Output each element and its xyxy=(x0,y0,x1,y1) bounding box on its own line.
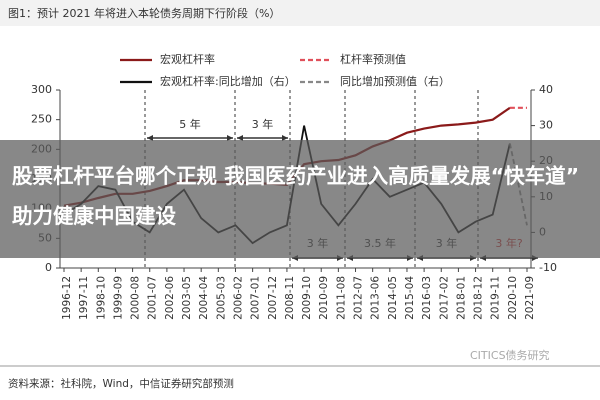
x-tick-label: 2019-11 xyxy=(490,276,502,320)
y2-tick-label: 40 xyxy=(539,83,553,96)
x-tick-label: 2009-10 xyxy=(301,276,313,320)
x-tick-label: 2000-08 xyxy=(130,276,142,320)
chart-title: 图1：预计 2021 年将进入本轮债务周期下行阶段（%） xyxy=(8,6,280,20)
x-tick-label: 2014-05 xyxy=(387,276,399,320)
cycle-label: 5 年 xyxy=(179,117,201,131)
x-tick-label: 2002-06 xyxy=(164,276,176,320)
x-tick-label: 2010-09 xyxy=(318,276,330,320)
overlay-banner: 股票杠杆平台哪个正规 我国医药产业进入高质量发展“快车道” 助力健康中国建设 xyxy=(0,140,600,258)
legend-label: 杠杆率预测值 xyxy=(340,52,406,66)
x-tick-label: 2007-12 xyxy=(267,276,279,320)
y-tick-label: 300 xyxy=(31,83,52,96)
x-tick-label: 2008-11 xyxy=(284,276,296,320)
y2-tick-label: 30 xyxy=(539,119,553,132)
x-tick-label: 1998-10 xyxy=(95,276,107,320)
x-tick-label: 2011-08 xyxy=(335,276,347,320)
x-tick-label: 2016-03 xyxy=(421,276,433,320)
x-tick-label: 1996-12 xyxy=(61,276,73,320)
y-tick-label: 250 xyxy=(31,113,52,126)
x-tick-label: 2005-03 xyxy=(215,276,227,320)
y-tick-label: 0 xyxy=(45,261,52,274)
y2-tick-label: -10 xyxy=(539,261,557,274)
x-tick-label: 2013-06 xyxy=(370,276,382,320)
x-tick-label: 2006-02 xyxy=(232,276,244,320)
x-tick-label: 2015-04 xyxy=(404,276,416,320)
watermark: CITICS债务研究 xyxy=(470,348,550,362)
x-tick-label: 2003-05 xyxy=(181,276,193,320)
title-bar xyxy=(0,0,600,26)
legend-label: 同比增加预测值（右） xyxy=(340,74,450,88)
cycle-label: 3 年 xyxy=(252,117,274,131)
x-tick-label: 2004-04 xyxy=(198,276,210,320)
source: 资料来源：社科院，Wind，中信证券研究部预测 xyxy=(8,377,234,390)
x-tick-label: 1999-09 xyxy=(112,276,124,320)
x-tick-label: 2001-07 xyxy=(147,276,159,320)
x-tick-label: 2018-01 xyxy=(455,276,467,320)
legend-label: 宏观杠杆率:同比增加（右） xyxy=(160,74,296,88)
x-tick-label: 2021-09 xyxy=(524,276,536,320)
x-tick-label: 2007-01 xyxy=(250,276,262,320)
x-tick-label: 2020-10 xyxy=(507,276,519,320)
x-tick-label: 1997-11 xyxy=(78,276,90,320)
legend-label: 宏观杠杆率 xyxy=(160,52,215,66)
x-tick-label: 2017-02 xyxy=(438,276,450,320)
x-tick-label: 2018-12 xyxy=(473,276,485,320)
x-tick-label: 2012-07 xyxy=(353,276,365,320)
